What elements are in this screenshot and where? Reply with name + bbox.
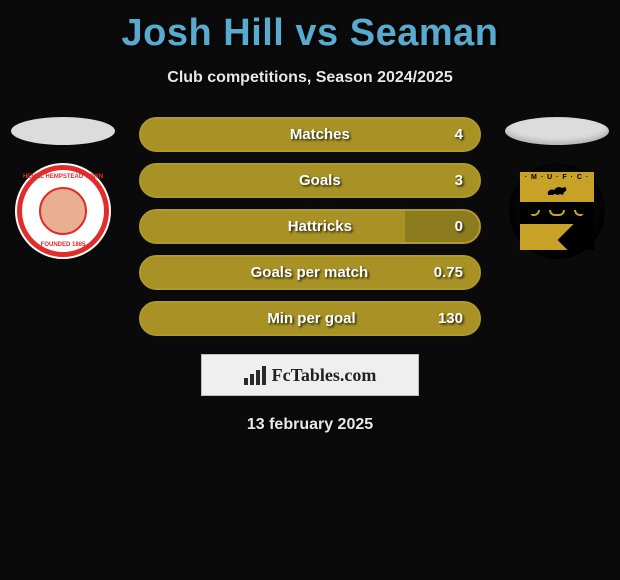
left-club-badge: HEMEL HEMPSTEAD TOWN FOUNDED 1885 [15,163,111,259]
right-player-column: · M · U · F · C · [502,117,612,259]
stat-value: 0 [455,218,463,235]
left-badge-top-text: HEMEL HEMPSTEAD TOWN [22,174,104,180]
stat-label: Min per goal [185,310,438,327]
comparison-panel: HEMEL HEMPSTEAD TOWN FOUNDED 1885 · M · … [0,117,620,434]
stat-row: Hattricks 0 [139,209,481,244]
right-player-oval [505,117,609,145]
stats-list: Matches 4 Goals 3 Hattricks 0 Goals per … [139,117,481,336]
wave-icon [574,210,590,216]
wave-icon [549,210,565,216]
right-badge-arc-text: · M · U · F · C · [524,174,590,181]
bars-icon [244,366,266,385]
stat-value: 0.75 [434,264,463,281]
lion-icon [546,183,568,200]
brand-box[interactable]: FcTables.com [201,354,419,396]
stat-row: Goals per match 0.75 [139,255,481,290]
left-player-oval [11,117,115,145]
stat-label: Hattricks [185,218,455,235]
stat-row: Goals 3 [139,163,481,198]
stat-label: Goals [185,172,455,189]
left-badge-portrait [39,187,87,235]
subtitle: Club competitions, Season 2024/2025 [0,69,620,87]
left-badge-bottom-text: FOUNDED 1885 [22,242,104,248]
stat-value: 4 [455,126,463,143]
stat-label: Matches [185,126,455,143]
page-title: Josh Hill vs Seaman [0,0,620,55]
brand-text: FcTables.com [272,365,377,386]
stat-row: Matches 4 [139,117,481,152]
stat-label: Goals per match [185,264,434,281]
stat-row: Min per goal 130 [139,301,481,336]
stat-value: 130 [438,310,463,327]
wave-icon [524,210,540,216]
stat-value: 3 [455,172,463,189]
left-player-column: HEMEL HEMPSTEAD TOWN FOUNDED 1885 [8,117,118,259]
right-club-badge: · M · U · F · C · [509,163,605,259]
date-text: 13 february 2025 [0,416,620,434]
